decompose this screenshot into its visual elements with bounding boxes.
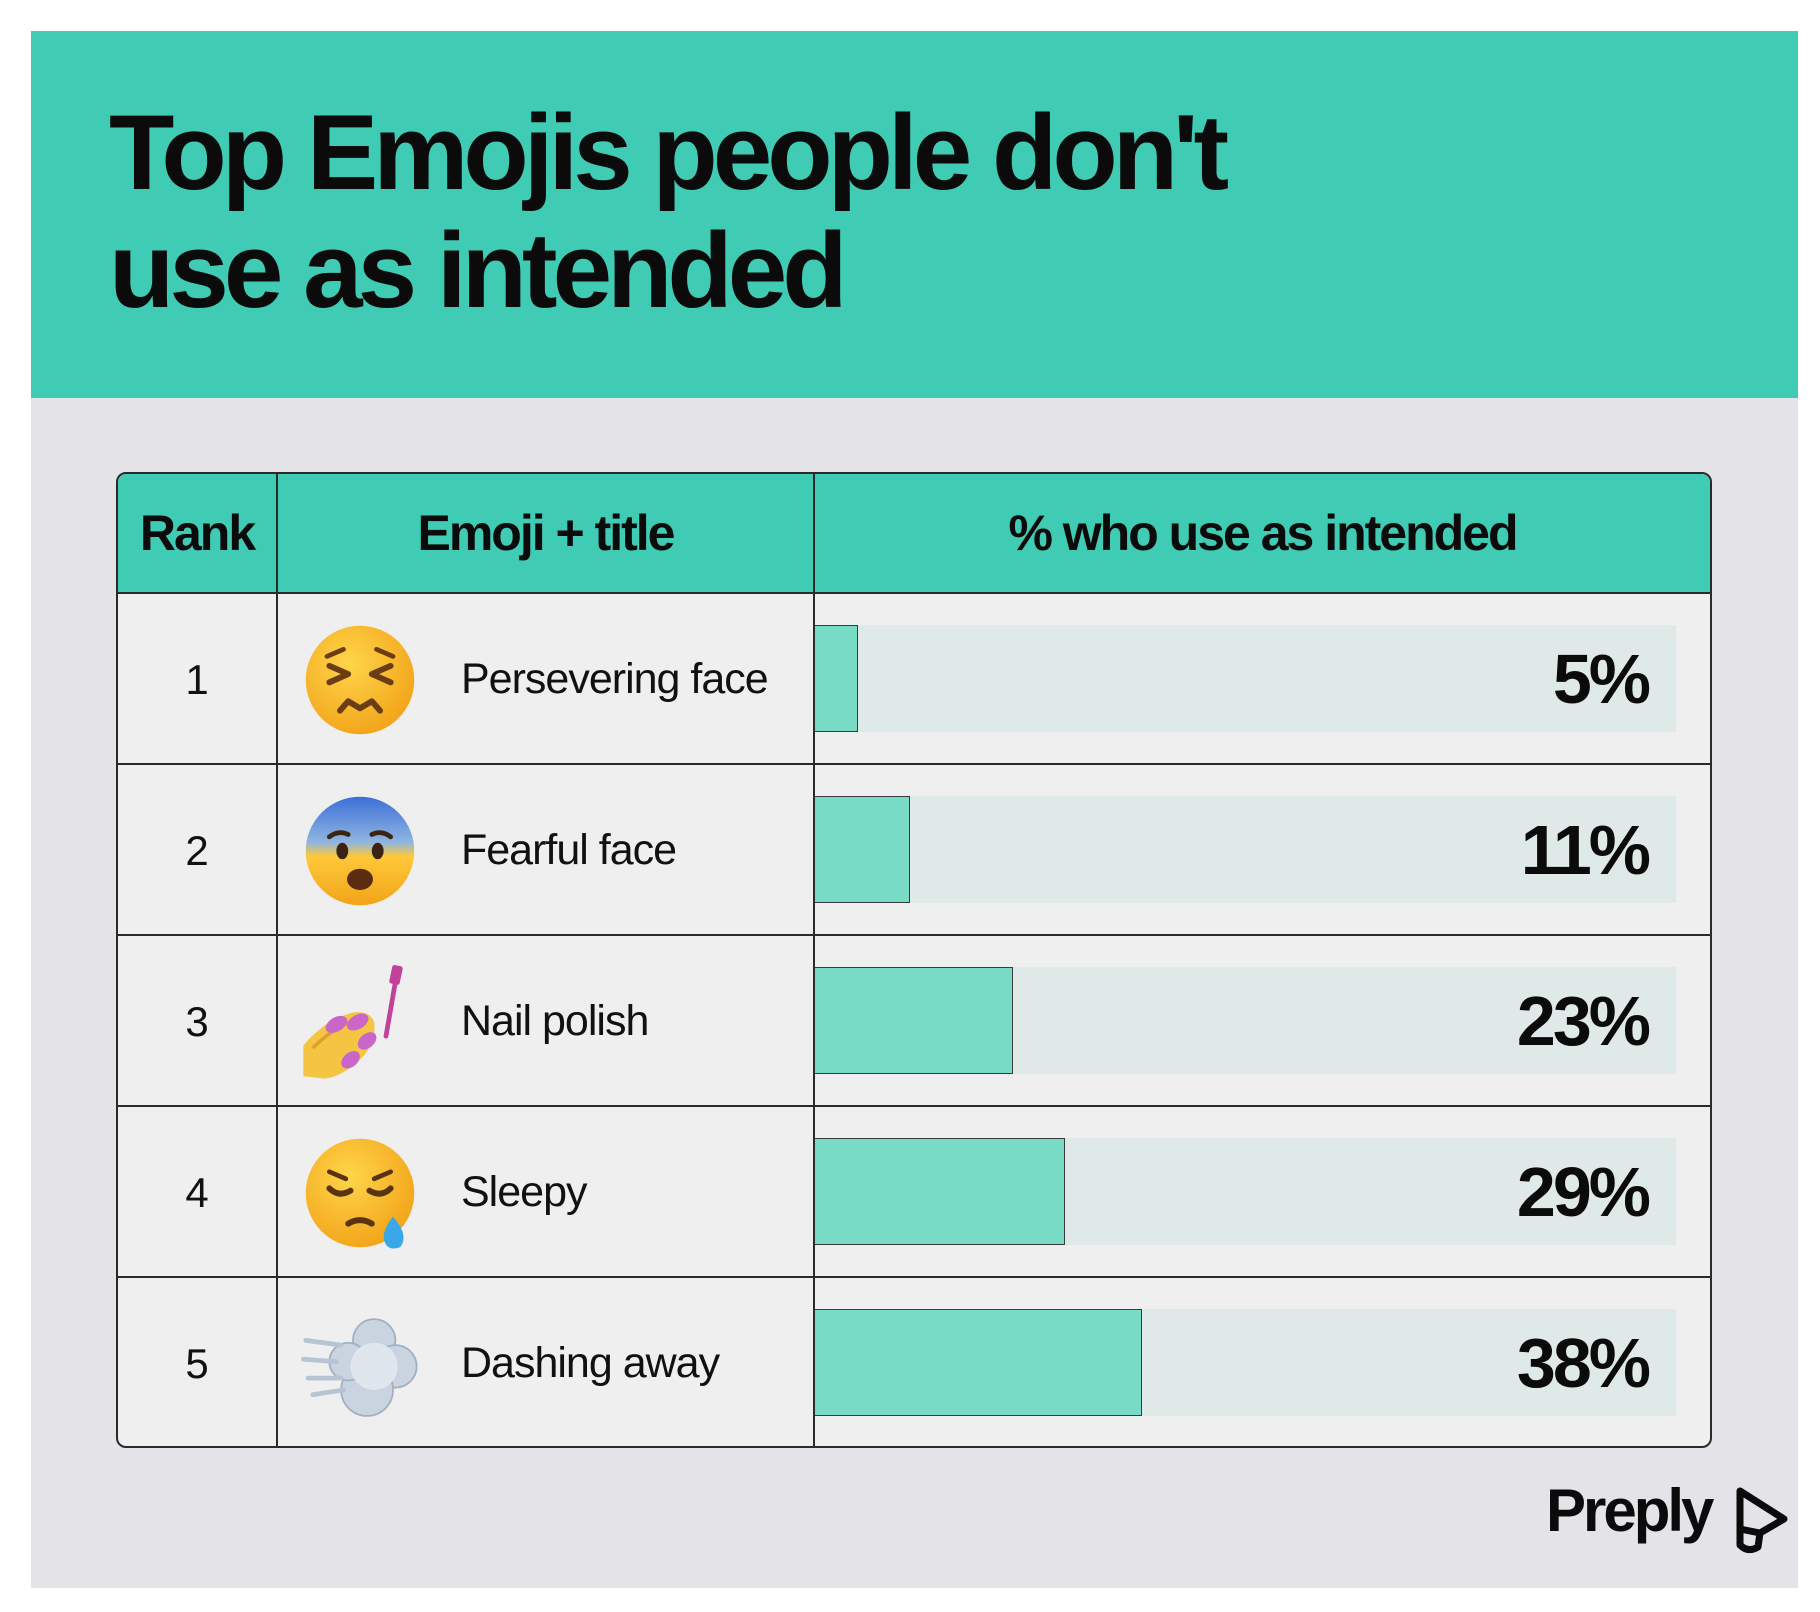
chart-title: Top Emojis people don't use as intended bbox=[109, 92, 1229, 330]
sleepy-face-icon bbox=[305, 1138, 415, 1249]
infographic-card: Top Emojis people don't use as intended … bbox=[31, 31, 1798, 1588]
bar-track bbox=[815, 796, 1676, 903]
data-label: 5% bbox=[1552, 640, 1651, 718]
emoji-title: Fearful face bbox=[461, 826, 677, 874]
data-label: 38% bbox=[1516, 1324, 1651, 1402]
dashing-away-icon bbox=[301, 1318, 418, 1417]
table-row: 3 Nail polish 23% bbox=[118, 936, 1710, 1107]
ranking-table: Rank Emoji + title % who use as intended… bbox=[116, 472, 1712, 1448]
table-row: 2 Fearful face 11% bbox=[118, 765, 1710, 936]
bar-track bbox=[815, 1138, 1676, 1245]
emoji-title: Nail polish bbox=[461, 997, 649, 1045]
column-header-percent: % who use as intended bbox=[1008, 505, 1518, 561]
preply-logo-icon bbox=[1736, 1487, 1788, 1554]
emoji-title: Dashing away bbox=[461, 1339, 720, 1387]
column-header-emoji-title: Emoji + title bbox=[417, 505, 675, 561]
persevering-face-icon bbox=[305, 625, 415, 735]
data-label: 29% bbox=[1516, 1153, 1651, 1231]
rank-cell: 4 bbox=[185, 1169, 209, 1216]
bar bbox=[815, 1138, 1065, 1245]
table-row: 1 Persevering face 5% bbox=[118, 594, 1710, 765]
data-label: 23% bbox=[1516, 982, 1651, 1060]
column-divider bbox=[813, 474, 815, 1446]
column-divider bbox=[276, 474, 278, 1446]
table-row: 4 Sleepy 29% bbox=[118, 1107, 1710, 1278]
bar bbox=[815, 967, 1013, 1074]
bar-track bbox=[815, 967, 1676, 1074]
bar bbox=[815, 1309, 1142, 1416]
bar bbox=[815, 796, 910, 903]
column-header-rank: Rank bbox=[139, 505, 256, 561]
rank-cell: 3 bbox=[185, 998, 209, 1045]
rank-cell: 5 bbox=[185, 1340, 209, 1387]
rank-cell: 1 bbox=[185, 656, 209, 703]
fearful-face-icon bbox=[305, 796, 415, 906]
bar-track bbox=[815, 1309, 1676, 1416]
table-header: Rank Emoji + title % who use as intended bbox=[118, 474, 1710, 594]
nail-polish-icon bbox=[303, 965, 403, 1079]
data-label: 11% bbox=[1520, 811, 1651, 889]
emoji-title: Sleepy bbox=[461, 1168, 587, 1216]
rank-cell: 2 bbox=[185, 827, 209, 874]
emoji-title: Persevering face bbox=[461, 655, 769, 703]
brand-name: Preply bbox=[1546, 1477, 1714, 1544]
bar bbox=[815, 625, 858, 732]
bar-track bbox=[815, 625, 1676, 732]
table-row: 5 Dashing away 38% bbox=[118, 1278, 1710, 1446]
header-banner: Top Emojis people don't use as intended bbox=[31, 31, 1798, 398]
